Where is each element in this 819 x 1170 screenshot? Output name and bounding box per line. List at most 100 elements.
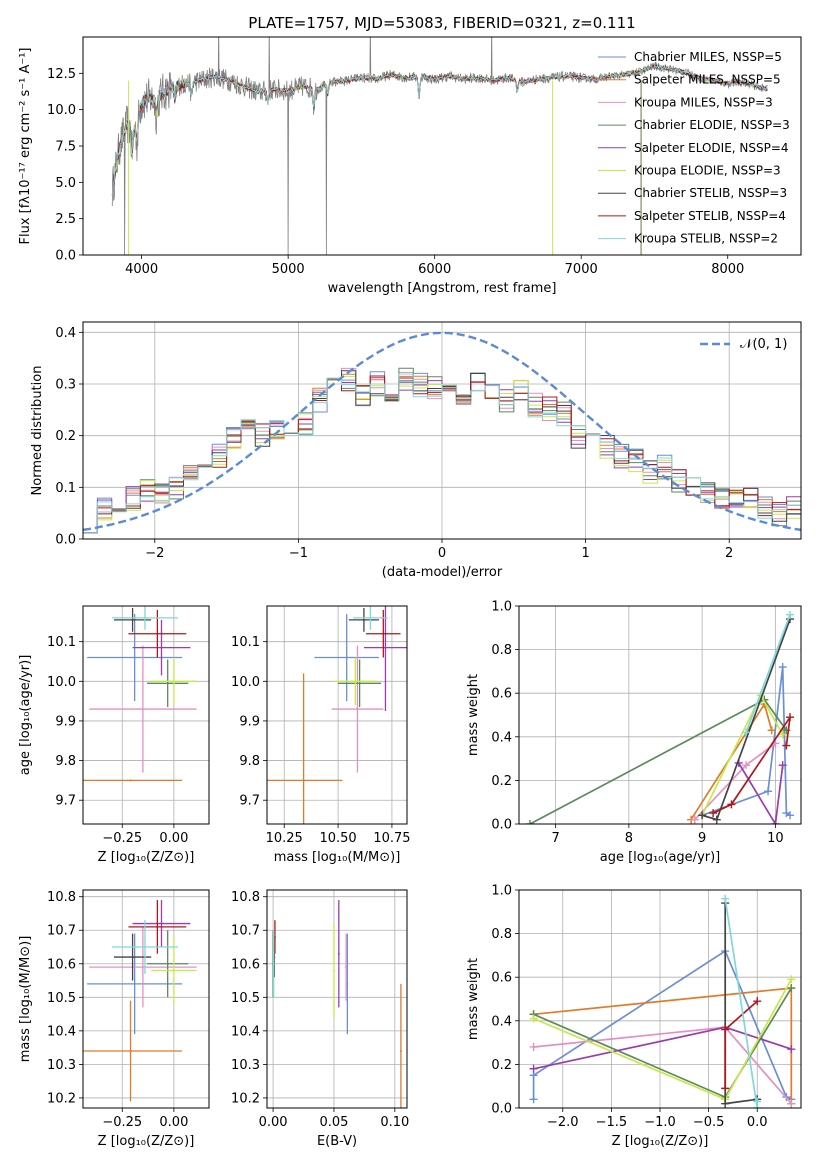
y-tick-label: 9.8 bbox=[239, 754, 260, 769]
y-axis-label: Normed distribution bbox=[30, 366, 45, 496]
y-tick-label: 10.0 bbox=[231, 675, 260, 690]
weight-marker-salpeter-stelib bbox=[753, 997, 762, 1006]
y-axis-label: age [log₁₀(age/yr)] bbox=[18, 655, 33, 776]
x-axis-label: Z [log₁₀(Z/Z⊙)] bbox=[98, 850, 195, 865]
point-kroupa-elodie bbox=[354, 680, 357, 683]
x-tick-label: 9 bbox=[698, 831, 706, 846]
weight-marker-salpeter-elodie bbox=[529, 1064, 538, 1073]
legend-label: Kroupa STELIB, NSSP=2 bbox=[634, 232, 778, 246]
weight-line-chabrier-elodie bbox=[529, 698, 788, 824]
axes-frame bbox=[518, 889, 802, 1109]
x-tick-label: 0.00 bbox=[259, 1115, 288, 1130]
gridlines bbox=[519, 889, 801, 1109]
weight-line-salpeter-stelib bbox=[712, 716, 791, 814]
y-tick-label: 0.6 bbox=[491, 971, 512, 986]
x-tick-label: −0.25 bbox=[102, 831, 142, 846]
y-tick-label: 10.7 bbox=[47, 924, 76, 939]
y-tick-label: 10.3 bbox=[47, 1058, 76, 1073]
x-tick-label: 8 bbox=[625, 831, 633, 846]
point-kroupa-miles bbox=[141, 708, 144, 711]
legend-label: Kroupa MILES, NSSP=3 bbox=[634, 95, 773, 109]
gridlines bbox=[519, 605, 801, 825]
y-tick-label: 10.5 bbox=[47, 991, 76, 1006]
x-tick-label: 0 bbox=[438, 546, 446, 561]
weight-marker-chabrier-stelib bbox=[698, 811, 707, 820]
x-axis-label: Z [log₁₀(Z/Z⊙)] bbox=[612, 1134, 709, 1149]
weight-marker-chabrier-miles bbox=[786, 811, 795, 820]
legend-label: Salpeter STELIB, NSSP=4 bbox=[634, 209, 786, 223]
y-tick-label: 10.6 bbox=[47, 957, 76, 972]
y-tick-label: 0.3 bbox=[55, 378, 76, 393]
point-salpeter-stelib bbox=[156, 632, 159, 635]
point-salpeter-miles bbox=[399, 1049, 402, 1052]
gridlines bbox=[83, 322, 801, 540]
point-salpeter-elodie bbox=[384, 646, 387, 649]
weight-marker-chabrier-elodie bbox=[525, 820, 534, 824]
y-tick-label: 1.0 bbox=[491, 884, 512, 899]
point-salpeter-miles bbox=[129, 1049, 132, 1052]
point-chabrier-miles bbox=[345, 656, 348, 659]
axes-frame bbox=[82, 889, 210, 1109]
y-tick-label: 0.4 bbox=[491, 730, 512, 745]
plot-area bbox=[267, 606, 407, 824]
weight-line-kroupa-miles bbox=[694, 742, 776, 821]
panel-spectrum: 4000 5000 6000 7000 8000 0.0 2.5 5.0 7.5 10.0 12.5… bbox=[18, 14, 802, 296]
model-spectrum-kroupa-stelib bbox=[111, 64, 768, 196]
plot-area bbox=[83, 900, 197, 1102]
y-tick-label: 0.2 bbox=[491, 1058, 512, 1073]
y-tick-label: 0.8 bbox=[491, 927, 512, 942]
y-tick-label: 0.8 bbox=[491, 643, 512, 658]
y-tick-label: 10.7 bbox=[231, 924, 260, 939]
y-tick-label: 0.0 bbox=[55, 533, 76, 548]
x-tick-label: 0.0 bbox=[747, 1115, 768, 1130]
y-tick-label: 9.9 bbox=[239, 714, 260, 729]
weight-marker-chabrier-elodie bbox=[787, 984, 796, 993]
x-axis-label: wavelength [Angstrom, rest frame] bbox=[328, 281, 557, 296]
y-tick-label: 10.2 bbox=[47, 1091, 76, 1106]
panel-age_vs_mass: 10.25 10.50 10.75 9.7 9.8 9.9 10.0 10.1 mass [lo… bbox=[231, 605, 411, 865]
point-salpeter-elodie bbox=[337, 952, 340, 955]
point-chabrier-miles bbox=[133, 982, 136, 985]
axes-frame bbox=[82, 321, 802, 540]
legend-label: Kroupa ELODIE, NSSP=3 bbox=[634, 164, 781, 178]
point-kroupa-miles bbox=[345, 966, 348, 969]
weight-marker-salpeter-stelib bbox=[709, 809, 718, 818]
panel-residual_histogram: −2 −1 0 1 2 0.0 0.1 0.2 0.3 0.4 (data-model)/error… bbox=[30, 321, 802, 580]
weight-marker-kroupa-elodie bbox=[529, 1014, 538, 1023]
x-tick-label: 2 bbox=[725, 546, 733, 561]
point-salpeter-miles bbox=[302, 779, 305, 782]
point-salpeter-stelib bbox=[156, 925, 159, 928]
y-tick-label: 9.9 bbox=[55, 714, 76, 729]
x-axis-label: Z [log₁₀(Z/Z⊙)] bbox=[98, 1134, 195, 1149]
y-axis-label: mass weight bbox=[466, 674, 481, 756]
x-tick-label: −1.0 bbox=[644, 1115, 676, 1130]
weight-marker-salpeter-stelib bbox=[782, 741, 791, 750]
x-axis-label: mass [log₁₀(M/M⊙)] bbox=[274, 850, 401, 865]
legend-label: Chabrier MILES, NSSP=5 bbox=[634, 50, 782, 64]
x-tick-label: 10.50 bbox=[319, 831, 356, 846]
y-tick-label: 0.2 bbox=[491, 774, 512, 789]
x-tick-label: −1 bbox=[289, 546, 308, 561]
axes-frame bbox=[82, 36, 802, 256]
legend-label: Chabrier STELIB, NSSP=3 bbox=[634, 186, 787, 200]
gaussian-curve bbox=[83, 331, 801, 532]
gridlines bbox=[83, 606, 209, 824]
legend: Chabrier MILES, NSSP=5 Salpeter MILES, NS… bbox=[598, 50, 790, 246]
x-tick-label: 0.05 bbox=[319, 1115, 348, 1130]
y-tick-label: 10.1 bbox=[47, 635, 76, 650]
point-chabrier-elodie bbox=[166, 962, 169, 965]
weight-line-kroupa-stelib bbox=[745, 614, 791, 733]
point-chabrier-stelib bbox=[131, 956, 134, 959]
point-chabrier-elodie bbox=[166, 682, 169, 685]
legend-label: Salpeter MILES, NSSP=5 bbox=[634, 73, 781, 87]
y-tick-label: 0.6 bbox=[491, 687, 512, 702]
y-tick-label: 10.4 bbox=[47, 1024, 76, 1039]
x-axis-label: age [log₁₀(age/yr)] bbox=[600, 850, 721, 865]
plot-area bbox=[83, 331, 801, 539]
point-chabrier-elodie bbox=[358, 682, 361, 685]
point-kroupa-stelib bbox=[143, 616, 146, 619]
y-axis-label: mass [log₁₀(M/M⊙)] bbox=[18, 936, 33, 1063]
x-tick-label: 10.25 bbox=[266, 831, 303, 846]
weight-marker-kroupa-miles bbox=[529, 1042, 538, 1051]
weight-marker-chabrier-miles bbox=[778, 663, 787, 672]
